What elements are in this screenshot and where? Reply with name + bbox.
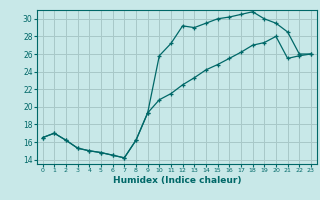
X-axis label: Humidex (Indice chaleur): Humidex (Indice chaleur) <box>113 176 241 185</box>
